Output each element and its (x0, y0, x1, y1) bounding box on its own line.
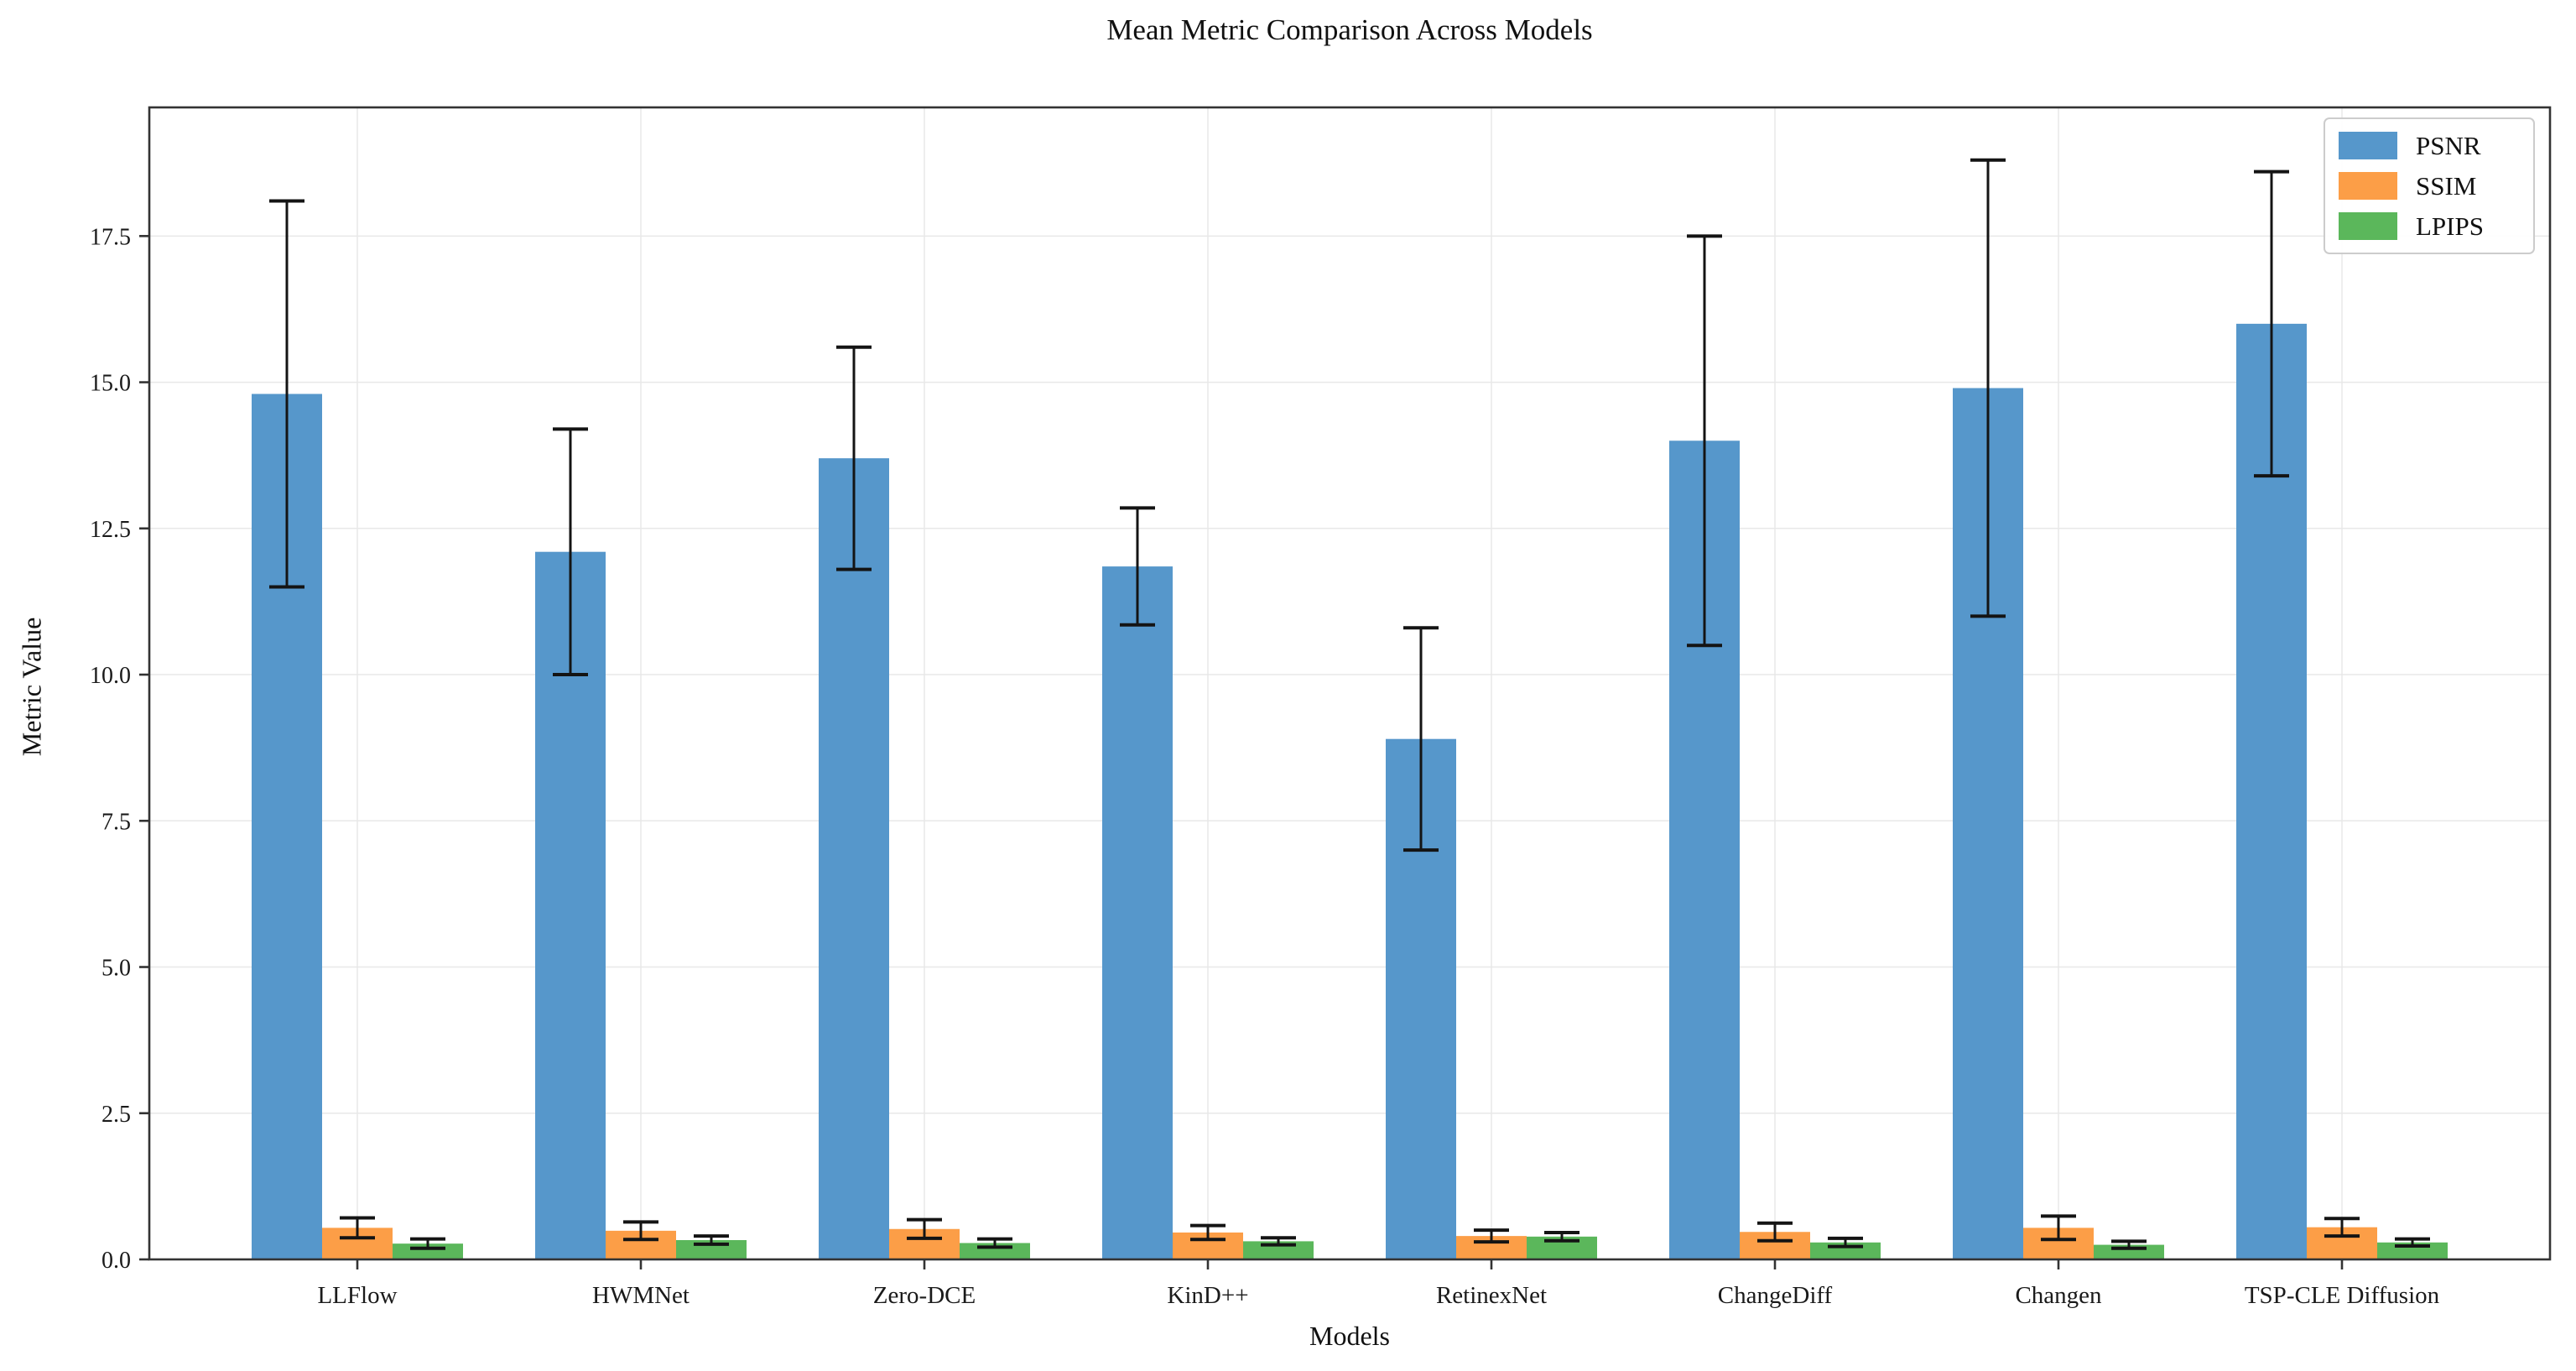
axes-spines (148, 106, 2552, 1261)
errorbar-ssim-ChangeDiff (1757, 1221, 1793, 1243)
errorbar-lpips-HWMNet (694, 1234, 729, 1246)
y-tick-label: 15.0 (90, 371, 131, 397)
series-lpips (393, 1230, 2448, 1259)
errorbar-psnr-Zero-DCE (836, 345, 872, 571)
y-tick-label: 2.5 (101, 1102, 131, 1128)
x-tick-label-Changen: Changen (2015, 1282, 2102, 1309)
chart-title: Mean Metric Comparison Across Models (1106, 13, 1593, 46)
errorbar-lpips-TSP-CLE Diffusion (2395, 1237, 2430, 1248)
x-tick-label-TSP-CLE Diffusion: TSP-CLE Diffusion (2245, 1282, 2440, 1309)
errorbar-psnr-HWMNet (553, 427, 588, 677)
x-tick-label-KinD++: KinD++ (1167, 1282, 1248, 1309)
errorbar-psnr-TSP-CLE Diffusion (2254, 169, 2289, 478)
errorbar-psnr-Changen (1970, 158, 2006, 618)
errorbar-ssim-KinD++ (1190, 1223, 1226, 1242)
x-axis-label: Models (1309, 1321, 1390, 1351)
errorbar-ssim-Changen (2041, 1214, 2076, 1242)
errorbar-psnr-RetinexNet (1403, 626, 1439, 852)
legend-swatch-psnr (2339, 132, 2397, 159)
x-tick-label-Zero-DCE: Zero-DCE (873, 1282, 976, 1309)
errorbar-psnr-LLFlow (269, 199, 304, 589)
legend-label-lpips: LPIPS (2416, 211, 2484, 241)
bar-psnr-TSP-CLE Diffusion (2236, 323, 2307, 1260)
series-psnr (252, 158, 2307, 1260)
legend-label-psnr: PSNR (2416, 131, 2481, 160)
bar-psnr-KinD++ (1102, 566, 1173, 1259)
errorbar-psnr-KinD++ (1120, 506, 1155, 627)
errorbar-lpips-Zero-DCE (977, 1237, 1012, 1249)
errorbar-lpips-LLFlow (410, 1237, 445, 1250)
errorbar-ssim-RetinexNet (1474, 1228, 1509, 1244)
x-tick-label-RetinexNet: RetinexNet (1436, 1282, 1547, 1309)
bar-psnr-Zero-DCE (819, 458, 889, 1259)
errorbar-lpips-Changen (2111, 1239, 2147, 1250)
legend-swatch-ssim (2339, 172, 2397, 200)
errorbar-ssim-LLFlow (340, 1216, 375, 1240)
errorbar-lpips-RetinexNet (1544, 1230, 1579, 1243)
y-tick-label: 5.0 (101, 956, 131, 982)
legend-item-ssim: SSIM (2339, 172, 2518, 200)
y-tick-label: 0.0 (101, 1248, 131, 1274)
y-tick-label: 10.0 (90, 663, 131, 689)
legend-label-ssim: SSIM (2416, 171, 2477, 201)
y-tick-label: 17.5 (90, 224, 131, 250)
legend-swatch-lpips (2339, 212, 2397, 240)
errorbar-ssim-Zero-DCE (907, 1217, 942, 1240)
errorbar-psnr-ChangeDiff (1687, 234, 1722, 648)
legend: PSNR SSIM LPIPS (2324, 117, 2535, 254)
x-tick-label-HWMNet: HWMNet (592, 1282, 690, 1309)
errorbar-lpips-ChangeDiff (1828, 1236, 1863, 1248)
errorbar-ssim-TSP-CLE Diffusion (2324, 1217, 2360, 1238)
errorbar-ssim-HWMNet (623, 1220, 658, 1242)
grid (149, 107, 2550, 1259)
legend-item-psnr: PSNR (2339, 132, 2518, 159)
y-tick-label: 7.5 (101, 809, 131, 835)
errorbar-lpips-KinD++ (1261, 1236, 1296, 1247)
x-tick-label-LLFlow: LLFlow (317, 1282, 397, 1309)
series-ssim (322, 1214, 2377, 1259)
y-tick-label: 12.5 (90, 517, 131, 543)
legend-item-lpips: LPIPS (2339, 212, 2518, 240)
x-tick-label-ChangeDiff: ChangeDiff (1718, 1282, 1833, 1309)
